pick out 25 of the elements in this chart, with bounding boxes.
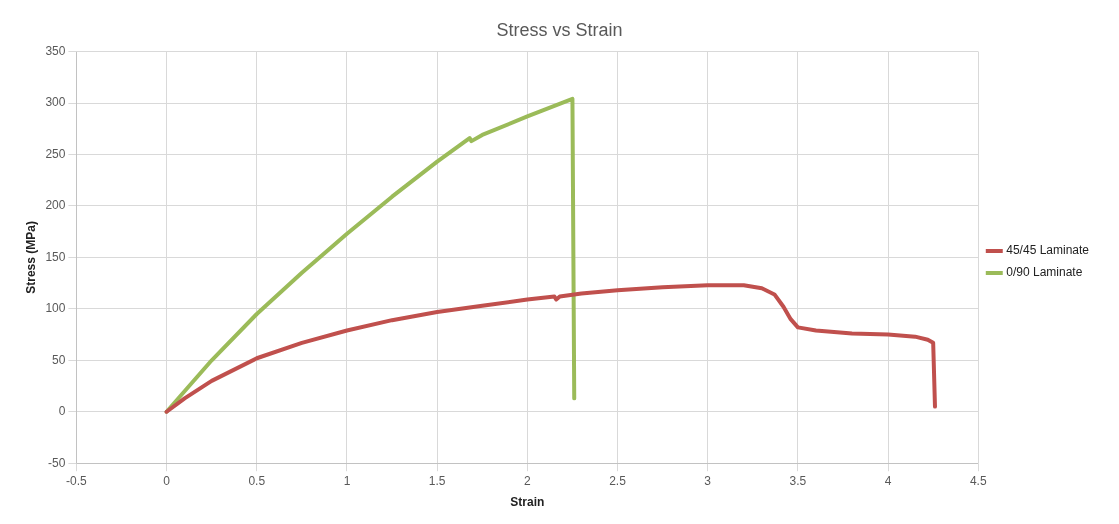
x-tick-label: 3 (704, 473, 712, 488)
x-tick-label: 4.5 (969, 473, 987, 488)
y-tick-label: 300 (45, 95, 66, 110)
x-tick-label: 1 (343, 473, 351, 488)
x-tick-label: 1.5 (428, 473, 446, 488)
y-axis-title: Stress (MPa) (23, 221, 38, 294)
y-tick-label: 100 (45, 301, 66, 316)
x-tick-label: -0.5 (66, 473, 88, 488)
y-tick-label: 50 (52, 352, 66, 367)
y-tick-label: 0 (58, 404, 66, 419)
x-tick-label: 0 (163, 473, 171, 488)
x-axis-title: Strain (510, 495, 545, 510)
y-tick-label: -50 (48, 455, 66, 470)
x-tick-label: 3.5 (789, 473, 807, 488)
legend-label: 45/45 Laminate (1006, 243, 1090, 258)
y-tick-label: 250 (45, 146, 66, 161)
x-tick-label: 4 (884, 473, 892, 488)
x-tick-label: 2.5 (609, 473, 627, 488)
y-tick-label: 350 (45, 43, 66, 58)
y-tick-label: 200 (45, 198, 66, 213)
legend-label: 0/90 Laminate (1006, 265, 1083, 280)
chart-title: Stress vs Strain (496, 19, 623, 40)
x-tick-label: 0.5 (248, 473, 266, 488)
x-tick-label: 2 (524, 473, 531, 488)
y-tick-label: 150 (45, 249, 66, 264)
